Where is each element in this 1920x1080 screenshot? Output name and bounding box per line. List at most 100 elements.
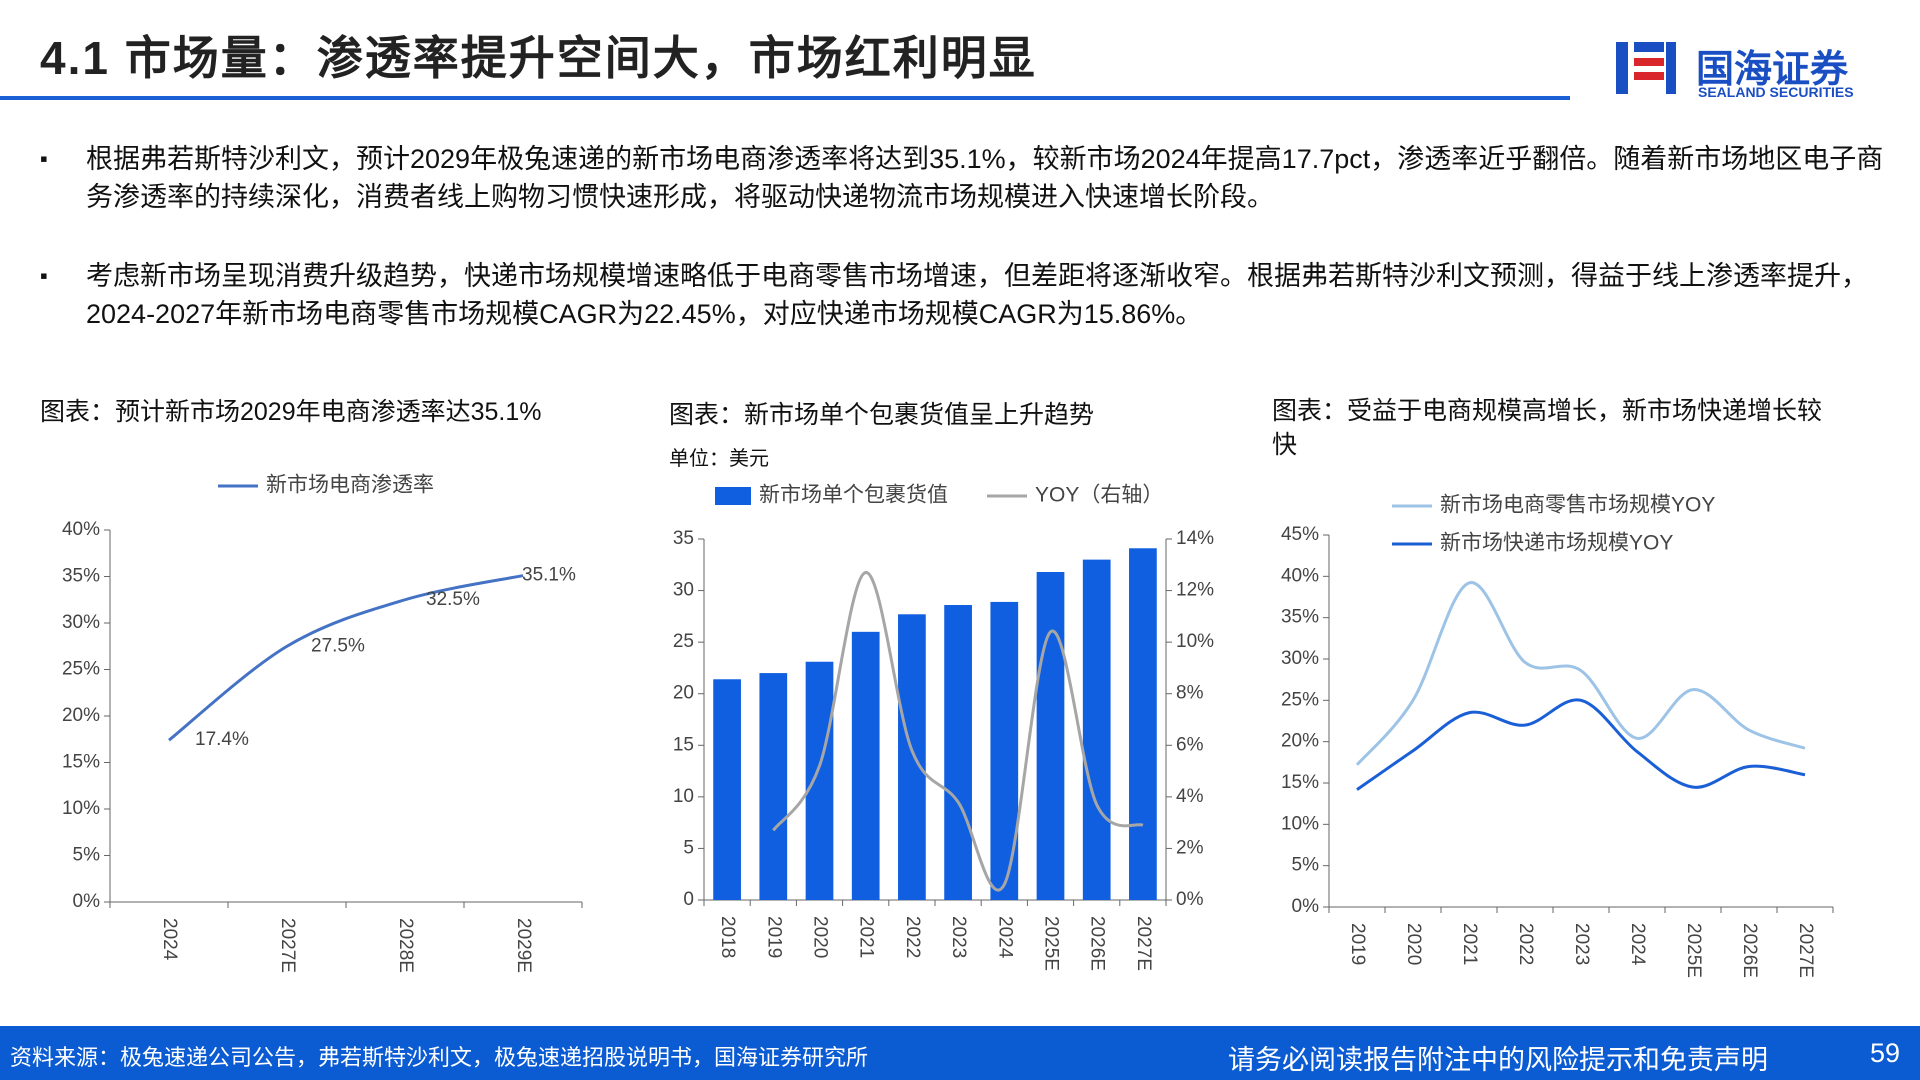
y-tick-label: 8% — [1176, 683, 1204, 704]
y-tick-label: 0% — [1292, 896, 1320, 917]
y-tick-label: 35% — [1281, 607, 1319, 628]
chart-title: 图表：受益于电商规模高增长，新市场快递增长较快 — [1272, 397, 1823, 459]
header-rule — [0, 96, 1570, 100]
x-tick-label: 2026E — [1739, 923, 1760, 978]
legend-label: 新市场快递市场规模YOY — [1440, 532, 1673, 555]
chart-title: 图表：预计新市场2029年电商渗透率达35.1% — [40, 398, 542, 426]
y-tick-label: 10 — [673, 786, 694, 807]
bar — [898, 614, 926, 900]
y-tick-label: 20% — [1281, 731, 1319, 752]
y-tick-label: 5 — [683, 837, 694, 858]
y-tick-label: 0 — [683, 889, 694, 910]
y-tick-label: 14% — [1176, 528, 1214, 549]
data-label: 32.5% — [426, 589, 480, 610]
x-tick-label: 2023 — [948, 916, 969, 958]
x-tick-label: 2022 — [902, 916, 923, 958]
bar — [1129, 548, 1157, 900]
x-tick-label: 2018 — [717, 916, 738, 958]
x-tick-label: 2026E — [1087, 916, 1108, 971]
chart-subtitle: 单位：美元 — [669, 448, 769, 470]
x-tick-label: 2027E — [1133, 916, 1154, 971]
y-tick-label: 15% — [62, 752, 100, 773]
y-tick-label: 15 — [673, 734, 694, 755]
y-tick-label: 10% — [1176, 631, 1214, 652]
logo-cn: 国海证券 — [1696, 49, 1849, 91]
x-tick-label: 2020 — [1403, 923, 1424, 965]
y-tick-label: 30% — [62, 612, 100, 633]
bar — [990, 601, 1019, 900]
y-tick-label: 0% — [1176, 889, 1204, 910]
bar — [713, 679, 741, 900]
page-number: 59 — [1870, 1038, 1901, 1068]
logo: 国海证券 SEALAND SECURITIES — [1612, 36, 1912, 106]
series-line — [168, 574, 524, 742]
bar — [944, 605, 972, 900]
y-tick-label: 25% — [1281, 689, 1319, 710]
series-line — [1355, 581, 1806, 766]
x-tick-label: 2025E — [1040, 916, 1061, 971]
bar — [1082, 559, 1111, 900]
y-tick-label: 15% — [1281, 772, 1319, 793]
y-tick-label: 40% — [62, 519, 100, 540]
x-tick-label: 2023 — [1571, 923, 1592, 965]
legend-label: 新市场单个包裹货值 — [759, 484, 948, 507]
x-tick-label: 2020 — [809, 916, 830, 958]
bar — [759, 673, 788, 900]
y-tick-label: 0% — [73, 891, 101, 912]
x-tick-label: 2025E — [1683, 923, 1704, 978]
bar — [1036, 572, 1065, 900]
y-tick-label: 10% — [1281, 813, 1319, 834]
logo-icon — [1616, 42, 1676, 94]
x-tick-label: 2027E — [1795, 923, 1816, 978]
y-tick-label: 20% — [62, 705, 100, 726]
bar — [805, 661, 834, 900]
disclaimer: 请务必阅读报告附注中的风险提示和免责声明 — [1228, 1045, 1768, 1075]
y-tick-label: 10% — [62, 798, 100, 819]
source: 资料来源：极兔速递公司公告，弗若斯特沙利文，极兔速递招股说明书，国海证券研究所 — [10, 1045, 869, 1070]
y-tick-label: 6% — [1176, 734, 1204, 755]
data-label: 35.1% — [522, 565, 576, 586]
x-tick-label: 2021 — [1459, 923, 1480, 965]
x-tick-label: 2028E — [395, 918, 416, 973]
data-label: 17.4% — [195, 729, 249, 750]
legend-swatch — [715, 487, 751, 505]
y-tick-label: 40% — [1281, 565, 1319, 586]
x-tick-label: 2024 — [159, 918, 180, 961]
x-tick-label: 2019 — [1347, 923, 1368, 965]
y-tick-label: 12% — [1176, 580, 1214, 601]
y-tick-label: 4% — [1176, 786, 1204, 807]
x-tick-label: 2024 — [1627, 923, 1648, 966]
chart-title: 图表：新市场单个包裹货值呈上升趋势 — [669, 401, 1095, 429]
x-tick-label: 2027E — [277, 918, 298, 973]
data-label: 27.5% — [311, 635, 365, 656]
y-tick-label: 45% — [1281, 524, 1319, 545]
footer: 资料来源：极兔速递公司公告，弗若斯特沙利文，极兔速递招股说明书，国海证券研究所 … — [0, 1026, 1920, 1080]
x-tick-label: 2024 — [994, 916, 1015, 959]
x-tick-label: 2029E — [513, 918, 534, 973]
y-tick-label: 25 — [673, 631, 694, 652]
y-tick-label: 5% — [73, 845, 101, 866]
y-tick-label: 35% — [62, 566, 100, 587]
x-tick-label: 2019 — [763, 916, 784, 958]
series-line — [1356, 698, 1806, 791]
y-tick-label: 35 — [673, 528, 694, 549]
legend-label: 新市场电商零售市场规模YOY — [1440, 494, 1715, 517]
y-tick-label: 30 — [673, 580, 694, 601]
y-tick-label: 25% — [62, 659, 100, 680]
legend-label: YOY（右轴） — [1035, 484, 1163, 507]
logo-en: SEALAND SECURITIES — [1698, 84, 1854, 100]
y-tick-label: 2% — [1176, 837, 1204, 858]
bullet: 根据弗若斯特沙利文，预计2029年极兔速递的新市场电商渗透率将达到35.1%，较… — [40, 140, 1886, 216]
x-tick-label: 2022 — [1515, 923, 1536, 965]
bullet: 考虑新市场呈现消费升级趋势，快递市场规模增速略低于电商零售市场增速，但差距将逐渐… — [40, 257, 1886, 333]
series-line — [772, 571, 1144, 892]
y-tick-label: 5% — [1292, 855, 1320, 876]
bar — [851, 631, 880, 900]
charts: 0% 5% 10% 15% 20% 25% 30% 35% 40% 2024 2027E 2028E 2… — [62, 474, 1834, 978]
slide-title: 4.1 市场量：渗透率提升空间大，市场红利明显 — [40, 32, 1037, 84]
y-tick-label: 30% — [1281, 648, 1319, 669]
legend-label: 新市场电商渗透率 — [266, 474, 434, 497]
x-tick-label: 2021 — [856, 916, 877, 958]
y-tick-label: 20 — [673, 683, 694, 704]
